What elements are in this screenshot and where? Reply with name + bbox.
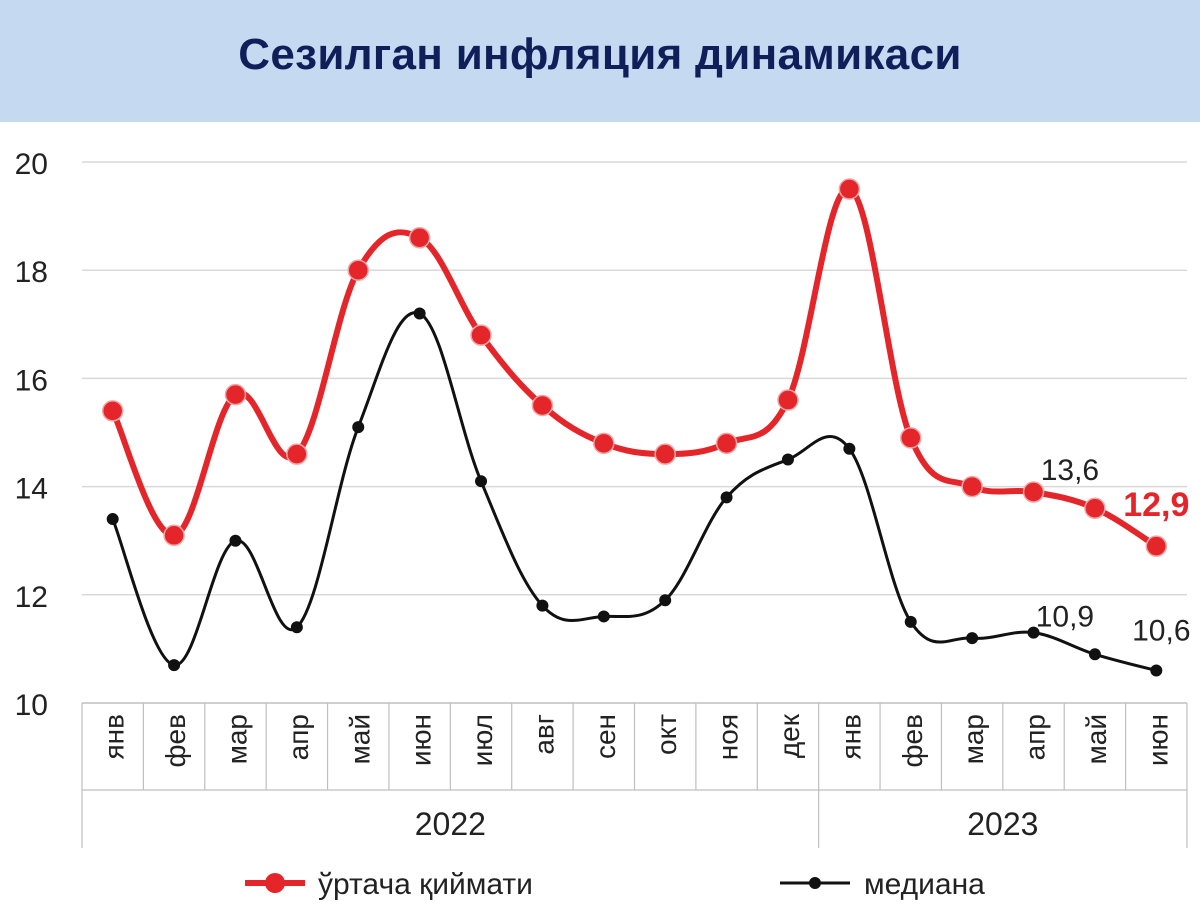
mean-point: [715, 432, 738, 455]
median-point: [290, 621, 303, 634]
mean-point: [347, 259, 369, 281]
y-tick-label: 14: [15, 473, 48, 506]
median-series-line: [111, 311, 1158, 673]
median-point: [720, 491, 733, 504]
chart-title: Сезилган инфляция динамикаси: [238, 30, 962, 79]
mean-series-line: [109, 186, 1160, 550]
x-tick-label: ноя: [713, 714, 744, 760]
median-point: [904, 615, 917, 628]
mean-point: [1022, 481, 1045, 503]
legend: ўртача қиймати медиана: [245, 868, 985, 901]
mean-point: [286, 443, 308, 465]
median-point: [229, 534, 242, 547]
mean-point: [224, 383, 247, 406]
median-point: [413, 307, 426, 320]
x-tick-label: июн: [1142, 714, 1173, 766]
mean-point: [163, 524, 185, 547]
x-tick-label: апр: [1020, 714, 1051, 760]
mean-point: [838, 178, 861, 200]
mean-point: [1145, 535, 1168, 557]
median-point: [843, 442, 856, 455]
median-point: [168, 659, 181, 672]
data-label: 13,6: [1041, 454, 1099, 487]
x-tick-label: фев: [160, 714, 191, 767]
median-point: [659, 594, 672, 607]
y-tick-label: 18: [15, 256, 48, 289]
data-label: 10,9: [1036, 600, 1094, 633]
label-layer: 13,6 12,9 10,9 10,6: [1036, 454, 1191, 647]
mean-point: [777, 389, 799, 411]
legend-swatch-marker: [809, 877, 821, 889]
x-tick-label: май: [1081, 714, 1112, 764]
mean-point: [900, 427, 922, 449]
x-tick-label: сен: [590, 714, 621, 759]
data-label: 12,9: [1123, 486, 1189, 524]
x-tick-label: фев: [897, 714, 928, 767]
median-point: [536, 599, 549, 612]
legend-swatch-marker: [265, 873, 285, 893]
mean-point: [961, 475, 983, 498]
mean-point: [593, 432, 615, 455]
x-tick-label: апр: [283, 714, 314, 760]
mean-point: [470, 324, 492, 346]
median-point: [106, 513, 119, 526]
mean-point: [408, 226, 431, 249]
x-tick-label: янв: [835, 714, 866, 760]
x-tick-label: дек: [774, 713, 805, 758]
median-point: [1088, 648, 1101, 661]
mean-point: [531, 394, 554, 417]
title-banner: [0, 0, 1200, 122]
y-tick-label: 20: [15, 148, 48, 181]
grid-layer: [82, 161, 1187, 596]
legend-item: медиана: [780, 868, 985, 901]
mean-point: [101, 400, 124, 422]
legend-label: ўртача қиймати: [318, 868, 533, 901]
median-point: [597, 610, 610, 623]
series-layer: [101, 178, 1168, 677]
year-label: 2023: [967, 806, 1038, 842]
x-tick-label: мар: [958, 714, 989, 764]
mean-point: [654, 443, 676, 465]
data-label: 10,6: [1132, 615, 1190, 648]
median-point: [966, 632, 979, 645]
x-tick-label: июл: [467, 714, 498, 766]
legend-item: ўртача қиймати: [245, 868, 533, 901]
y-tick-label: 12: [15, 581, 48, 614]
year-label: 2022: [415, 806, 486, 842]
x-tick-label: май: [344, 714, 375, 764]
median-point: [475, 475, 488, 488]
x-tick-label: июн: [406, 714, 437, 766]
median-point: [352, 421, 365, 434]
x-tick-label: авг: [528, 714, 559, 755]
x-tick-label: окт: [651, 714, 682, 755]
x-tick-label: янв: [99, 714, 130, 760]
legend-label: медиана: [864, 868, 985, 901]
y-tick-label: 10: [15, 689, 48, 722]
median-point: [781, 453, 794, 466]
mean-point: [1084, 497, 1106, 519]
y-tick-label: 16: [15, 364, 48, 397]
median-point: [1027, 626, 1040, 639]
median-point: [1150, 664, 1163, 677]
x-tick-label: мар: [221, 714, 252, 764]
